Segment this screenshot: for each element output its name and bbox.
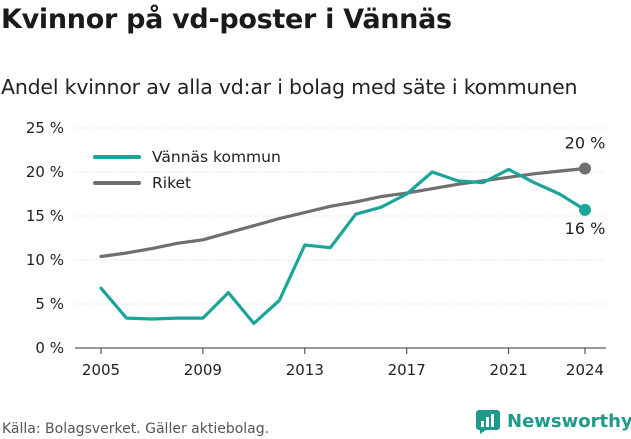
source-note: Källa: Bolagsverket. Gäller aktiebolag. (2, 421, 270, 437)
brand[interactable]: Newsworthy (475, 408, 631, 434)
y-tick-label: 10 % (26, 251, 64, 269)
series-end-point (579, 203, 591, 216)
newsworthy-logo-icon (476, 410, 500, 434)
x-tick-label: 2013 (286, 361, 324, 379)
y-tick-label: 0 % (35, 339, 64, 357)
x-tick-label: 2024 (566, 361, 604, 379)
series-end-point (579, 162, 591, 175)
y-tick-label: 20 % (26, 163, 64, 181)
series-line-vännäs-kommun (99, 167, 587, 325)
x-tick-label: 2017 (388, 361, 426, 379)
x-tick-label: 2009 (184, 361, 222, 379)
chart-subtitle: Andel kvinnor av alla vd:ar i bolag med … (1, 75, 578, 99)
y-tick-label: 15 % (26, 207, 64, 225)
y-tick-label: 5 % (35, 295, 64, 313)
line-chart: 0 % 5 % 10 % 15 % 20 % 25 % 2005 2009 2013 2017 20… (26, 119, 606, 379)
brand-name: Newsworthy (507, 410, 631, 432)
y-tick-label: 25 % (26, 119, 64, 137)
series-end-label: 16 % (565, 219, 606, 238)
x-tick-label: 2021 (489, 361, 527, 379)
series-line-riket (99, 166, 587, 259)
legend-label: Riket (152, 174, 191, 192)
legend-label: Vännäs kommun (152, 148, 281, 166)
chart-title: Kvinnor på vd-poster i Vännäs (1, 4, 452, 35)
x-tick-label: 2005 (82, 361, 120, 379)
series-end-label: 20 % (565, 133, 606, 152)
